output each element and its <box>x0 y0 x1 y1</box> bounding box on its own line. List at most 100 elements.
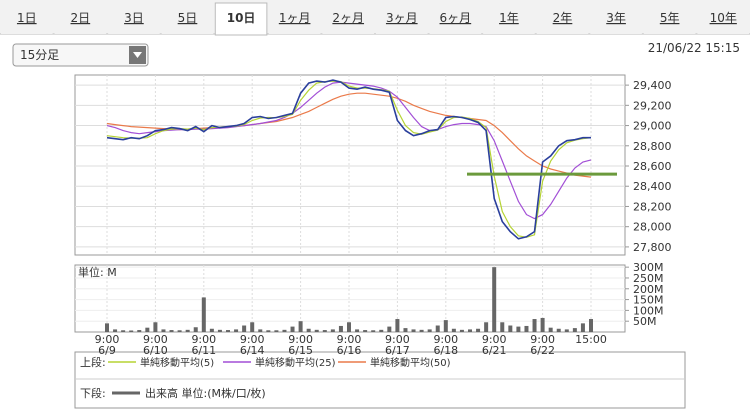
volume-bar <box>451 328 456 332</box>
volume-bar <box>435 325 440 332</box>
moving-average-line <box>106 80 592 238</box>
volume-bar <box>274 330 279 332</box>
tab-bg <box>54 5 107 34</box>
tab-label: 1ヶ月 <box>279 11 311 25</box>
tab[interactable]: 2日 <box>54 5 107 34</box>
legend-entry: 出来高 単位:(M株/口/枚) <box>145 386 266 400</box>
volume-bar <box>403 328 408 332</box>
y-tick-label: 50M <box>633 315 657 328</box>
tab-bg <box>108 5 160 34</box>
tab[interactable]: 1年 <box>483 5 535 34</box>
x-tick-label: 9:00 <box>385 333 410 346</box>
legend-entry: 単純移動平均(5) <box>140 356 214 369</box>
volume-bar <box>363 330 368 332</box>
legend-label: 下段: <box>80 386 106 400</box>
legend-label: 上段: <box>80 355 106 369</box>
tab-label: 10日 <box>227 11 256 25</box>
volume-bar <box>177 330 182 332</box>
volume-bar <box>330 329 335 332</box>
tab[interactable]: 5日 <box>161 5 214 34</box>
x-tick-label: 9:00 <box>530 333 555 346</box>
volume-bar <box>298 321 303 332</box>
tab[interactable]: 2ヶ月 <box>322 5 374 34</box>
volume-bar <box>379 329 384 332</box>
y-tick-label: 300M <box>633 261 664 274</box>
tab[interactable]: 2年 <box>536 5 589 34</box>
x-date-label: 6/22 <box>530 344 555 357</box>
y-tick-label: 28,400 <box>633 180 672 193</box>
plot-layer: 27,800 28,000 28,200 28,400 28,600 28,800 29,0… <box>75 75 672 400</box>
volume-bar <box>161 329 166 332</box>
volume-bar <box>387 326 392 332</box>
tab[interactable]: 3日 <box>108 5 160 34</box>
x-date-label: 6/14 <box>240 344 265 357</box>
timestamp: 21/06/22 15:15 <box>648 41 740 55</box>
tab-label: 10年 <box>710 11 737 25</box>
volume-bar <box>556 328 561 332</box>
volume-bar <box>355 329 360 332</box>
tab[interactable]: 1ヶ月 <box>268 5 321 34</box>
volume-bar <box>540 317 545 332</box>
tab-label: 3ヶ月 <box>386 11 418 25</box>
volume-bar <box>105 323 109 332</box>
volume-bar <box>516 326 521 332</box>
volume-bar <box>242 325 247 332</box>
y-tick-label: 28,000 <box>633 221 672 234</box>
volume-bar <box>476 328 481 332</box>
tab[interactable]: 6ヶ月 <box>429 5 482 34</box>
tab-bg <box>590 5 642 34</box>
volume-bar <box>427 329 432 332</box>
x-date-label: 6/18 <box>433 344 458 357</box>
x-tick-label: 15:00 <box>575 333 607 346</box>
volume-bar <box>419 329 424 332</box>
tabs: 1日 2日 3日 5日 10日 1ヶ月 2ヶ月 3ヶ月 6ヶ月 1年 2年 3年 5年 10年 <box>1 2 749 36</box>
volume-bar <box>532 319 537 332</box>
interval-select[interactable] <box>12 43 149 67</box>
y-tick-label: 29,200 <box>633 99 672 112</box>
tab-bg <box>161 5 214 34</box>
volume-bar <box>121 330 126 332</box>
volume-bar <box>250 322 255 332</box>
volume-bar <box>145 327 150 332</box>
tab-bg <box>1 5 53 34</box>
tab-label: 3日 <box>124 11 144 25</box>
volume-bar <box>484 322 489 332</box>
price-plot-frame <box>74 74 626 256</box>
y-tick-label: 28,200 <box>633 200 672 213</box>
volume-bar <box>137 330 142 332</box>
tab[interactable]: 1日 <box>1 5 53 34</box>
legend-box <box>74 351 686 409</box>
volume-bar <box>322 330 327 332</box>
tab-bg <box>536 5 589 34</box>
volume-bar <box>193 327 198 332</box>
volume-bar <box>169 330 174 332</box>
tab-bg <box>483 5 535 34</box>
tab[interactable]: 5年 <box>643 5 696 34</box>
tab[interactable]: 3ヶ月 <box>376 5 428 34</box>
x-date-label: 6/16 <box>337 344 362 357</box>
tab-label: 5年 <box>660 11 680 25</box>
volume-bar <box>153 322 158 332</box>
tab[interactable]: 10日 <box>214 2 268 36</box>
x-tick-label: 9:00 <box>337 333 362 346</box>
volume-bar <box>209 328 214 332</box>
tab-label: 2年 <box>553 11 573 25</box>
y-tick-label: 250M <box>633 272 664 285</box>
x-tick-label: 9:00 <box>191 333 216 346</box>
x-date-label: 6/11 <box>191 344 216 357</box>
tab-selected-bg <box>214 2 268 36</box>
volume-bar <box>258 329 263 332</box>
tab-label: 3年 <box>606 11 626 25</box>
volume-bar <box>572 328 577 332</box>
x-date-label: 6/10 <box>143 344 168 357</box>
tab[interactable]: 3年 <box>590 5 642 34</box>
y-tick-label: 150M <box>633 294 664 307</box>
tab-label: 2ヶ月 <box>332 11 364 25</box>
interval-label: 15分足 <box>20 48 59 62</box>
tab-bg <box>429 5 482 34</box>
tab[interactable]: 10年 <box>697 5 749 34</box>
legend-entry: 単純移動平均(50) <box>370 356 451 369</box>
volume-bar <box>492 267 497 332</box>
x-tick-label: 9:00 <box>95 333 120 346</box>
y-tick-label: 29,000 <box>633 120 672 133</box>
